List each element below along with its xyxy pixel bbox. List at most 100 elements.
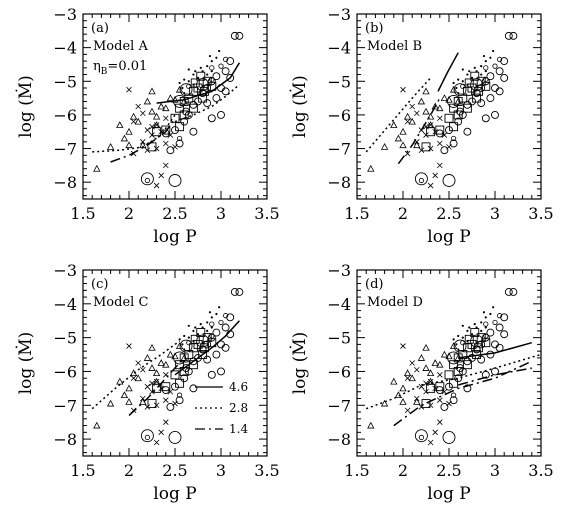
triangle-point: [390, 121, 398, 128]
cross-point: [135, 360, 141, 366]
panel-a: 1.5 2 2.5 3 3.5 −3 −4 −5 −6 −7 −8 log P log (Ṁ) (a) Mo…: [15, 5, 280, 247]
cross-point: [163, 419, 169, 425]
dot-point: [192, 73, 195, 76]
dot-point: [206, 329, 209, 332]
dot-point: [208, 311, 212, 314]
large-circle-point: [196, 78, 210, 92]
circle-point: [468, 353, 476, 362]
cross-point: [140, 139, 146, 145]
square-point: [481, 338, 491, 348]
circle-point: [477, 99, 486, 108]
cross-point: [140, 395, 146, 402]
triangle-point: [175, 342, 184, 349]
model-line-solid: [458, 341, 533, 359]
x-tick-label: 3.5: [254, 461, 279, 480]
small-circle-point: [144, 177, 150, 184]
dot-point: [455, 86, 458, 90]
cross-point: [163, 115, 169, 122]
triangle-point: [440, 94, 449, 101]
dot-point: [480, 65, 483, 68]
square-point: [453, 367, 463, 376]
dot-point: [484, 59, 487, 63]
square-point: [170, 113, 180, 123]
triangle-point: [431, 359, 439, 366]
triangle-point: [422, 364, 430, 371]
triangle-point: [417, 354, 426, 361]
triangle-point: [125, 384, 133, 392]
dot-point: [466, 339, 469, 343]
square-point: [190, 78, 200, 88]
small-circle-point: [450, 392, 457, 398]
y-tick-label: −7: [53, 396, 77, 415]
circle-point: [495, 67, 504, 76]
triangle-point: [134, 117, 142, 125]
dot-point: [492, 49, 495, 53]
x-tick-label: 1.5: [344, 204, 369, 223]
y-tick-label: −6: [327, 362, 351, 381]
triangle-point: [413, 141, 421, 149]
circle-point: [495, 323, 504, 332]
circle-point: [189, 127, 198, 136]
small-circle-point: [144, 434, 150, 440]
cross-point: [149, 132, 155, 138]
circle-point: [504, 288, 513, 296]
dot-point: [457, 334, 460, 338]
x-tick-label: 1.5: [344, 461, 369, 480]
cross-point: [432, 429, 438, 436]
triangle-point: [120, 391, 129, 399]
x-axis-label: log P: [153, 227, 196, 247]
triangle-point: [166, 94, 175, 101]
cross-point: [149, 123, 155, 130]
y-tick-label: −4: [327, 39, 351, 58]
dot-point: [192, 329, 195, 332]
square-point: [476, 333, 486, 343]
circle-point: [509, 288, 518, 296]
circle-point: [440, 403, 449, 411]
dot-point: [210, 316, 213, 319]
dot-point: [218, 306, 221, 309]
circle-point: [212, 350, 221, 359]
large-circle-point: [453, 83, 467, 97]
cross-point: [400, 86, 406, 93]
x-tick-label: 1.5: [70, 461, 95, 480]
cross-point: [427, 182, 434, 189]
square-point: [188, 103, 198, 113]
dot-point: [201, 341, 204, 344]
circle-point: [180, 374, 189, 383]
cross-point: [404, 118, 411, 125]
dot-point: [194, 70, 197, 73]
small-circle-point: [496, 56, 503, 63]
circle-point: [491, 84, 499, 92]
x-tick-label: 2: [124, 204, 134, 223]
dot-point: [470, 76, 474, 80]
dot-point: [468, 70, 471, 73]
panel-label: (b): [365, 21, 383, 36]
cross-point: [409, 360, 415, 366]
square-point: [435, 125, 445, 135]
large-circle-point: [140, 172, 154, 186]
large-circle-point: [179, 339, 193, 353]
cross-point: [158, 172, 164, 179]
dot-point: [187, 324, 190, 327]
triangle-point: [134, 374, 142, 382]
x-tick-label: 2.5: [162, 204, 187, 223]
circle-point: [161, 129, 170, 138]
dot-point: [183, 348, 186, 351]
circle-point: [166, 403, 175, 411]
y-tick-label: −6: [53, 106, 77, 125]
panel-b: 1.5 2 2.5 3 3.5 −3 −4 −5 −6 −7 −8 log P log (Ṁ) (b) Mo…: [289, 5, 554, 247]
small-circle-point: [460, 83, 466, 89]
square-point: [444, 370, 454, 380]
triangle-point: [417, 97, 426, 105]
x-tick-label: 3: [490, 461, 500, 480]
cross-point: [149, 388, 155, 395]
square-point: [175, 360, 185, 370]
y-tick-label: −8: [53, 430, 77, 449]
triangle-point: [403, 112, 412, 120]
cross-point: [437, 397, 443, 403]
square-point: [453, 110, 463, 120]
triangle-point: [399, 384, 407, 392]
triangle-point: [157, 359, 165, 366]
dot-point: [461, 324, 464, 327]
cross-point: [153, 439, 160, 446]
